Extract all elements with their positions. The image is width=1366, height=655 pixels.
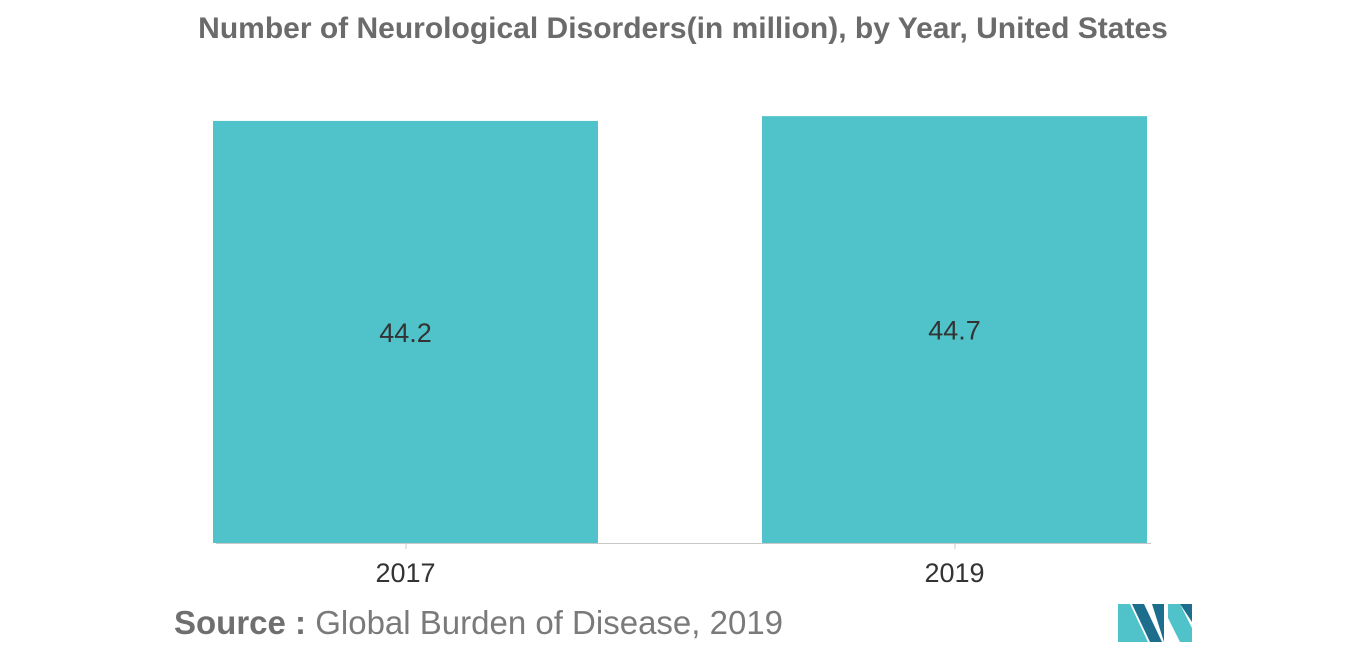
bar-2019 xyxy=(762,116,1147,544)
source-label: Source : xyxy=(174,604,307,641)
source-note: Source : Global Burden of Disease, 2019 xyxy=(174,604,783,642)
data-label-2017: 44.2 xyxy=(379,318,432,348)
chart-title: Number of Neurological Disorders(in mill… xyxy=(198,12,1168,45)
data-label-2019: 44.7 xyxy=(928,316,981,346)
bar-chart: 44.2 2017 44.7 2019 xyxy=(213,116,1151,588)
x-tick-label-2017: 2017 xyxy=(375,558,435,588)
x-tick-label-2019: 2019 xyxy=(924,558,984,588)
mordor-intelligence-logo-icon xyxy=(1118,604,1192,642)
bar-2017 xyxy=(213,120,598,543)
source-text: Global Burden of Disease, 2019 xyxy=(315,604,784,641)
